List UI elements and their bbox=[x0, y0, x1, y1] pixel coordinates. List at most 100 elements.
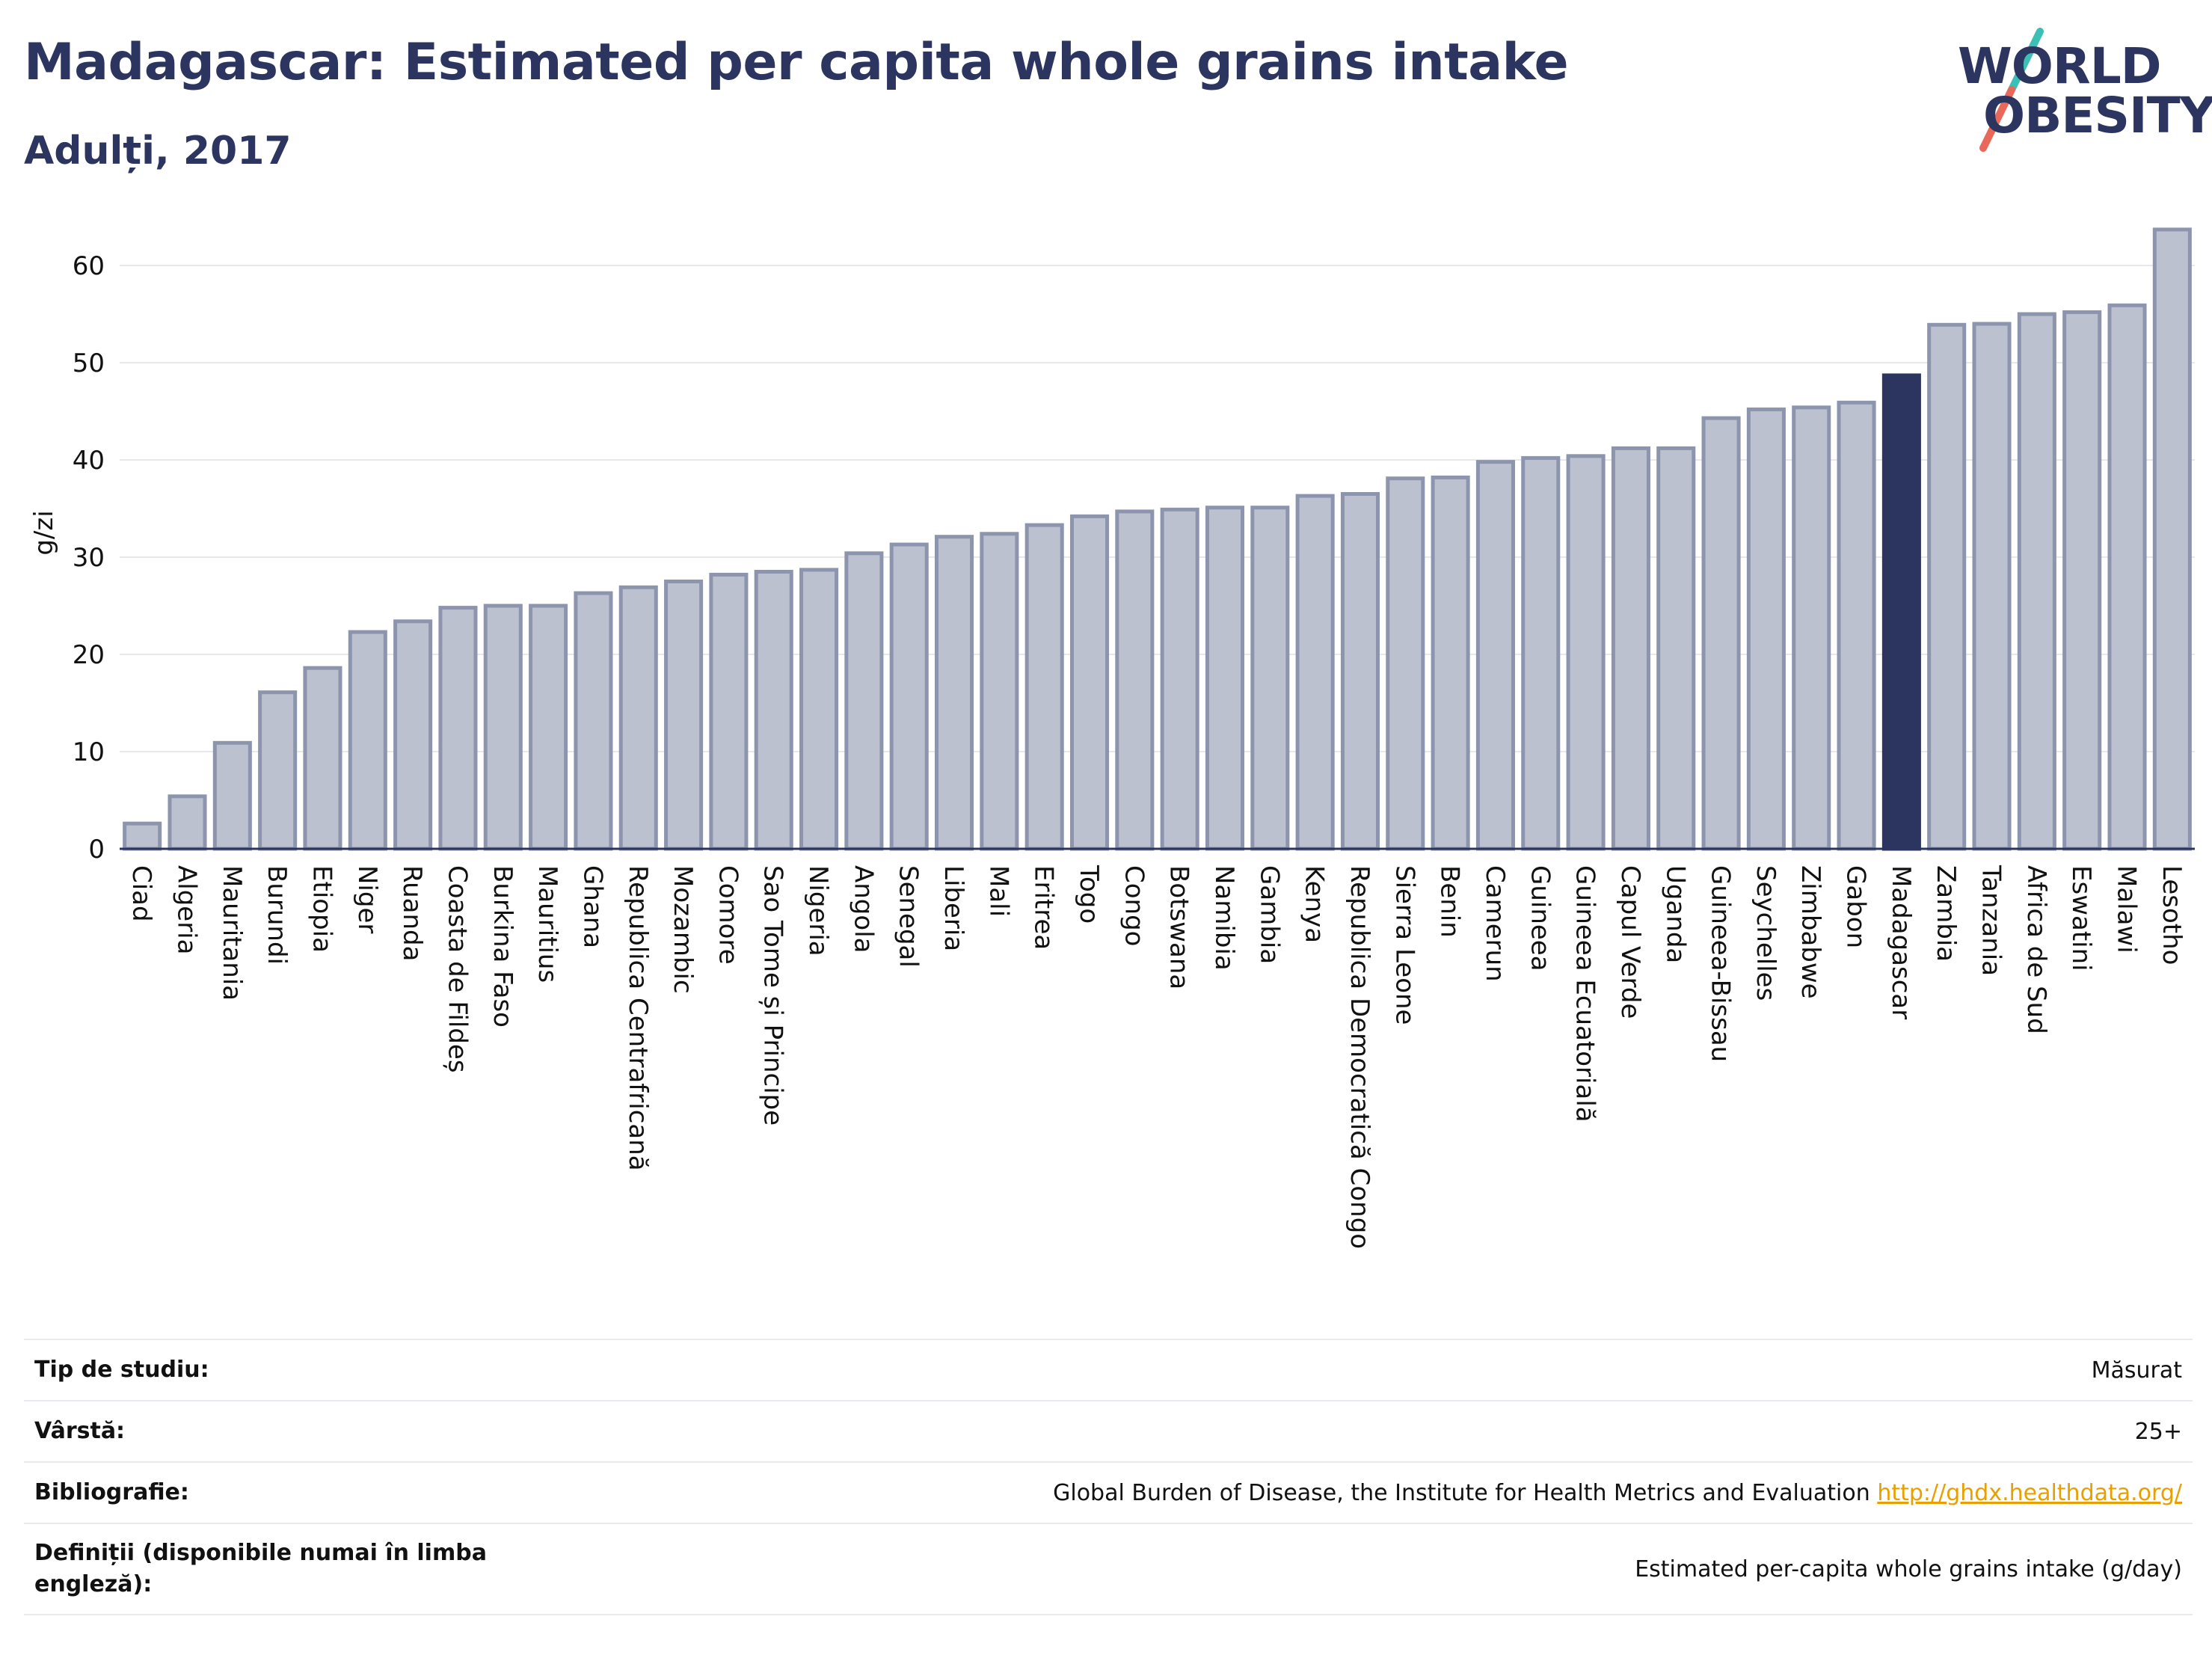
x-tick-label: Nigeria bbox=[803, 865, 833, 957]
bar-senegal[interactable] bbox=[889, 542, 929, 851]
bar-zimbabwe[interactable] bbox=[1792, 405, 1831, 851]
x-tick-label: Tanzania bbox=[1976, 865, 2006, 976]
x-tick-label: Guineea bbox=[1525, 865, 1555, 971]
x-tick-label: Togo bbox=[1074, 865, 1104, 924]
bar-congo[interactable] bbox=[1115, 509, 1155, 851]
bar-uganda[interactable] bbox=[1656, 446, 1696, 851]
x-tick-label: Zimbabwe bbox=[1795, 865, 1825, 999]
bar-burkina-faso[interactable] bbox=[483, 604, 523, 851]
bar-zambia[interactable] bbox=[1927, 322, 1967, 851]
y-tick-label: 30 bbox=[73, 543, 105, 573]
bar-sao-tome-și-principe[interactable] bbox=[754, 570, 793, 851]
bar-algeria[interactable] bbox=[168, 794, 207, 851]
bar-gabon[interactable] bbox=[1837, 400, 1876, 851]
chart-title: Madagascar: Estimated per capita whole g… bbox=[24, 33, 1569, 92]
bar-republica-democratică-congo[interactable] bbox=[1340, 492, 1380, 851]
bar-liberia[interactable] bbox=[935, 535, 974, 851]
x-tick-label: Malawi bbox=[2112, 865, 2142, 954]
bar-eritrea[interactable] bbox=[1024, 523, 1064, 851]
bar-mali[interactable] bbox=[980, 532, 1019, 851]
y-axis-ticks: 0 10 20 30 40 50 60 bbox=[73, 251, 105, 865]
x-tick-label: Eswatini bbox=[2066, 865, 2096, 971]
bar-benin[interactable] bbox=[1431, 475, 1470, 851]
x-tick-label: Burundi bbox=[262, 865, 292, 965]
bar-capul-verde[interactable] bbox=[1611, 446, 1650, 851]
x-tick-label: Comore bbox=[713, 865, 743, 965]
x-tick-label: Capul Verde bbox=[1615, 865, 1645, 1019]
x-tick-label: Kenya bbox=[1300, 865, 1330, 943]
x-tick-label: Ruanda bbox=[397, 865, 427, 961]
bar-eswatini[interactable] bbox=[2062, 310, 2102, 851]
y-tick-label: 20 bbox=[73, 640, 105, 670]
bars bbox=[123, 227, 2192, 851]
bar-comore[interactable] bbox=[709, 572, 749, 851]
x-tick-label: Gambia bbox=[1254, 865, 1284, 964]
bar-africa-de-sud[interactable] bbox=[2017, 312, 2056, 851]
bar-tanzania[interactable] bbox=[1972, 322, 2012, 851]
bar-mozambic[interactable] bbox=[664, 580, 704, 851]
bar-etiopia[interactable] bbox=[303, 666, 342, 851]
bar-guineea[interactable] bbox=[1521, 455, 1561, 851]
info-row-age: Vârstă: 25+ bbox=[24, 1400, 2193, 1463]
x-tick-label: Sierra Leone bbox=[1389, 865, 1419, 1025]
bar-togo[interactable] bbox=[1069, 514, 1110, 851]
bar-nigeria[interactable] bbox=[799, 568, 839, 851]
x-tick-label: Algeria bbox=[171, 865, 201, 954]
x-tick-label: Eritrea bbox=[1029, 865, 1059, 950]
bar-kenya[interactable] bbox=[1295, 494, 1335, 851]
info-key: Tip de studiu: bbox=[24, 1339, 523, 1401]
bar-camerun[interactable] bbox=[1475, 460, 1515, 851]
bar-sierra-leone[interactable] bbox=[1386, 476, 1425, 851]
bar-niger[interactable] bbox=[348, 630, 387, 851]
y-tick-label: 40 bbox=[73, 446, 105, 476]
info-row-bibliography: Bibliografie: Global Burden of Disease, … bbox=[24, 1461, 2193, 1524]
bar-guineea-bissau[interactable] bbox=[1701, 416, 1741, 851]
x-tick-label: Burkina Faso bbox=[488, 865, 517, 1028]
bar-guineea-ecuatorială[interactable] bbox=[1566, 454, 1606, 851]
info-value: Estimated per-capita whole grains intake… bbox=[523, 1523, 2193, 1615]
info-key: Vârstă: bbox=[24, 1400, 523, 1463]
logo-text-world: WORLD bbox=[1958, 37, 2162, 95]
bar-madagascar[interactable] bbox=[1881, 373, 1921, 851]
logo-slash-icon bbox=[1979, 28, 2044, 152]
bar-malawi[interactable] bbox=[2107, 303, 2147, 851]
x-tick-label: Africa de Sud bbox=[2021, 865, 2051, 1034]
x-axis-tick-labels: Ciad Algeria Mauritania Burundi Etiopia Niger… bbox=[126, 865, 2187, 1249]
x-tick-label: Republica Centrafricană bbox=[623, 865, 653, 1171]
info-key: Bibliografie: bbox=[24, 1461, 523, 1524]
x-tick-label: Ciad bbox=[126, 865, 156, 922]
x-tick-label: Republica Democratică Congo bbox=[1345, 865, 1374, 1249]
x-tick-label: Sao Tome și Principe bbox=[758, 865, 788, 1126]
bar-lesotho[interactable] bbox=[2152, 227, 2192, 851]
world-obesity-logo[interactable]: WORLD OBESITY bbox=[1952, 21, 2212, 156]
x-tick-label: Liberia bbox=[938, 865, 968, 951]
y-tick-label: 50 bbox=[73, 348, 105, 378]
info-row-study-type: Tip de studiu: Măsurat bbox=[24, 1339, 2193, 1401]
bar-seychelles[interactable] bbox=[1746, 407, 1786, 851]
x-tick-label: Madagascar bbox=[1886, 865, 1916, 1019]
bibliography-text: Global Burden of Disease, the Institute … bbox=[1053, 1479, 1870, 1506]
x-tick-label: Senegal bbox=[894, 865, 924, 968]
x-tick-label: Guineea Ecuatorială bbox=[1570, 865, 1600, 1123]
x-tick-label: Uganda bbox=[1660, 865, 1690, 963]
x-tick-label: Niger bbox=[352, 865, 382, 933]
bar-mauritania[interactable] bbox=[212, 740, 252, 851]
bar-angola[interactable] bbox=[844, 551, 884, 851]
bar-republica-centrafricană[interactable] bbox=[618, 585, 658, 851]
x-tick-label: Angola bbox=[848, 865, 878, 953]
bibliography-link[interactable]: http://ghdx.healthdata.org/ bbox=[1877, 1479, 2182, 1506]
bar-gambia[interactable] bbox=[1250, 506, 1290, 851]
bar-burundi[interactable] bbox=[258, 690, 298, 851]
x-tick-label: Etiopia bbox=[307, 865, 337, 953]
bar-ciad[interactable] bbox=[123, 821, 162, 851]
bar-ruanda[interactable] bbox=[393, 619, 433, 851]
bar-coasta-de-fildeș[interactable] bbox=[438, 606, 478, 851]
x-tick-label: Mauritania bbox=[217, 865, 247, 1001]
x-tick-label: Mauritius bbox=[532, 865, 562, 983]
x-tick-label: Mozambic bbox=[668, 865, 698, 994]
x-tick-label: Botswana bbox=[1164, 865, 1194, 989]
bar-mauritius[interactable] bbox=[529, 604, 568, 851]
bar-botswana[interactable] bbox=[1160, 507, 1199, 851]
bar-ghana[interactable] bbox=[574, 591, 613, 851]
bar-namibia[interactable] bbox=[1205, 506, 1245, 851]
